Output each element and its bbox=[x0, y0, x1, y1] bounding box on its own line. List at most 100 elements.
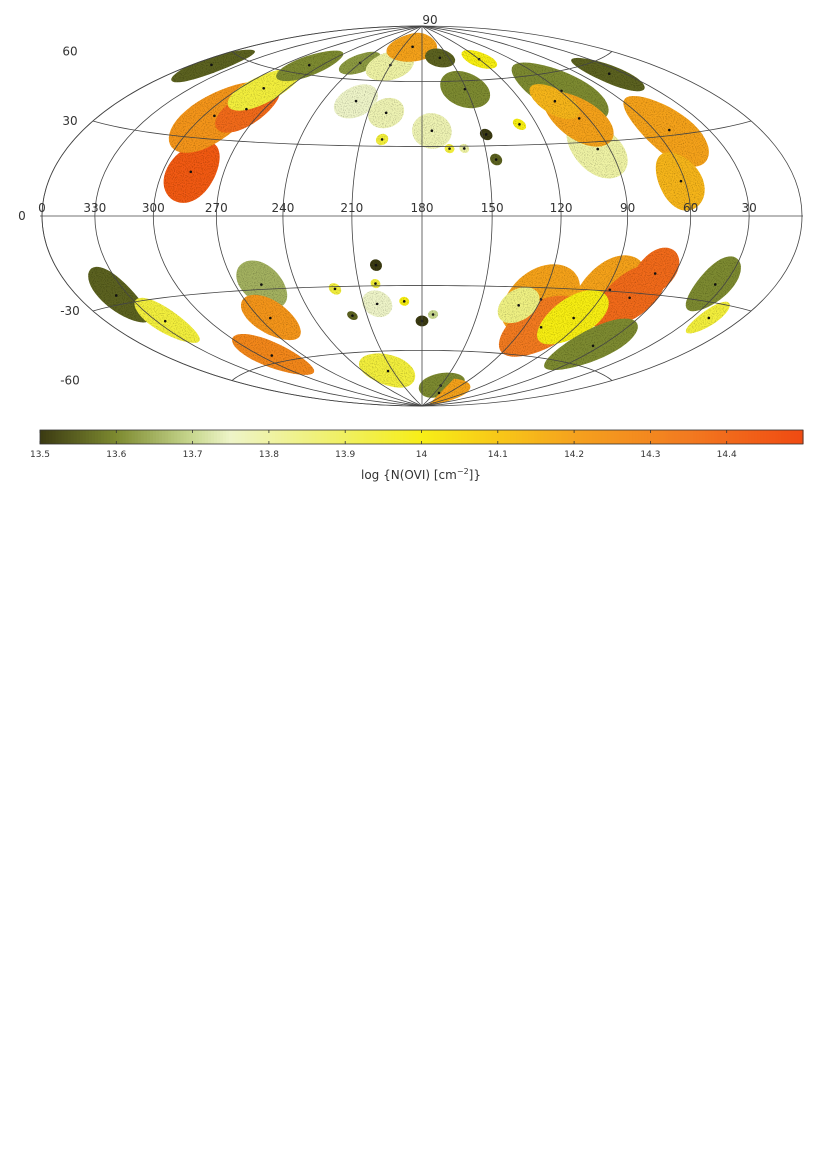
colorbar-cell bbox=[751, 430, 755, 444]
sightline-dot bbox=[448, 147, 451, 150]
colorbar-cell bbox=[366, 430, 371, 444]
colorbar-cell bbox=[155, 430, 160, 444]
colorbar-cell bbox=[461, 430, 465, 444]
colorbar-cell bbox=[555, 430, 560, 444]
parallel bbox=[231, 349, 613, 381]
colorbar-cell bbox=[439, 430, 444, 444]
colorbar-cell bbox=[195, 430, 200, 444]
colorbar-cell bbox=[430, 430, 435, 444]
colorbar-cell bbox=[741, 430, 746, 444]
colorbar-cell bbox=[723, 430, 728, 444]
grid-layer bbox=[40, 25, 803, 407]
colorbar-cell bbox=[745, 430, 749, 444]
colorbar-cell bbox=[357, 430, 362, 444]
sightline-dot bbox=[354, 99, 358, 103]
colorbar-cell bbox=[311, 430, 316, 444]
sky-patch bbox=[232, 334, 315, 375]
colorbar-cell bbox=[616, 430, 621, 444]
sky-patch bbox=[88, 266, 150, 323]
sightline-dot bbox=[484, 133, 488, 136]
colorbar-cell bbox=[247, 430, 252, 444]
colorbar-cell bbox=[567, 430, 572, 444]
colorbar-cell bbox=[171, 430, 175, 444]
colorbar-cell bbox=[271, 430, 276, 444]
colorbar-cell bbox=[70, 430, 75, 444]
colorbar-cell bbox=[284, 430, 288, 444]
colorbar-cell bbox=[714, 430, 719, 444]
colorbar-cell bbox=[409, 430, 413, 444]
parallel bbox=[92, 285, 752, 312]
colorbar-cell bbox=[421, 430, 426, 444]
colorbar-cell bbox=[632, 430, 636, 444]
colorbar-cell bbox=[552, 430, 557, 444]
colorbar-cell bbox=[345, 430, 349, 444]
colorbar-cell bbox=[61, 430, 66, 444]
sightline-dot bbox=[653, 272, 657, 275]
colorbar-cell bbox=[543, 430, 548, 444]
colorbar-cell bbox=[302, 430, 307, 444]
colorbar-cell bbox=[531, 430, 536, 444]
colorbar-cell bbox=[650, 430, 655, 444]
colorbar-cell bbox=[287, 430, 291, 444]
colorbar-cell bbox=[110, 430, 114, 444]
colorbar-cell bbox=[497, 430, 502, 444]
colorbar-cell bbox=[577, 430, 581, 444]
colorbar-cell bbox=[360, 430, 365, 444]
colorbar-cell bbox=[387, 430, 392, 444]
colorbar-tick-label: 14.3 bbox=[640, 450, 660, 460]
colorbar-cell bbox=[384, 430, 389, 444]
colorbar-cell bbox=[558, 430, 563, 444]
lat-tick-label: -60 bbox=[60, 374, 80, 388]
colorbar-cell bbox=[647, 430, 651, 444]
colorbar-cell bbox=[52, 430, 56, 444]
colorbar-cell bbox=[415, 430, 420, 444]
colorbar-cell bbox=[363, 430, 368, 444]
colorbar-cell bbox=[537, 430, 542, 444]
colorbar-cell bbox=[332, 430, 337, 444]
colorbar-cell bbox=[275, 430, 279, 444]
colorbar-tick-label: 13.9 bbox=[335, 450, 355, 460]
colorbar-cell bbox=[748, 430, 752, 444]
colorbar-cell bbox=[619, 430, 624, 444]
colorbar-cell bbox=[796, 430, 801, 444]
colorbar-cell bbox=[244, 430, 249, 444]
colorbar-cell bbox=[268, 430, 273, 444]
sightline-dot bbox=[411, 45, 414, 49]
colorbar-cell bbox=[424, 430, 429, 444]
colorbar-cell bbox=[79, 430, 84, 444]
sightline-dot bbox=[679, 179, 683, 183]
colorbar-cell bbox=[293, 430, 297, 444]
colorbar-cell bbox=[177, 430, 181, 444]
colorbar-cell bbox=[46, 430, 50, 444]
colorbar-cell bbox=[375, 430, 380, 444]
sightline-dot bbox=[539, 326, 543, 329]
colorbar-cell bbox=[760, 430, 764, 444]
sightline-dot bbox=[608, 288, 612, 292]
colorbar-cell bbox=[259, 430, 264, 444]
colorbar-cell bbox=[732, 430, 737, 444]
sightline-dot bbox=[210, 63, 213, 67]
colorbar-cell bbox=[656, 430, 661, 444]
sightline-dot bbox=[517, 304, 520, 307]
colorbar-cell bbox=[455, 430, 459, 444]
sightline-dot bbox=[374, 263, 378, 267]
sightline-dot bbox=[380, 138, 384, 141]
sightline-dot bbox=[707, 316, 711, 320]
colorbar-cell bbox=[101, 430, 105, 444]
colorbar-cell bbox=[317, 430, 322, 444]
sightline-dot bbox=[463, 87, 467, 91]
lon-tick-label: 210 bbox=[340, 201, 363, 215]
colorbar-cell bbox=[787, 430, 792, 444]
colorbar-cell bbox=[687, 430, 691, 444]
colorbar-cell bbox=[488, 430, 493, 444]
colorbar-cell bbox=[635, 430, 639, 444]
colorbar-cell bbox=[76, 430, 81, 444]
colorbar-cell bbox=[354, 430, 359, 444]
colorbar-cell bbox=[174, 430, 178, 444]
colorbar-cell bbox=[610, 430, 615, 444]
colorbar-cell bbox=[403, 430, 407, 444]
lon-tick-label: 300 bbox=[142, 201, 165, 215]
sightline-dot bbox=[333, 287, 337, 291]
colorbar-cell bbox=[116, 430, 120, 444]
